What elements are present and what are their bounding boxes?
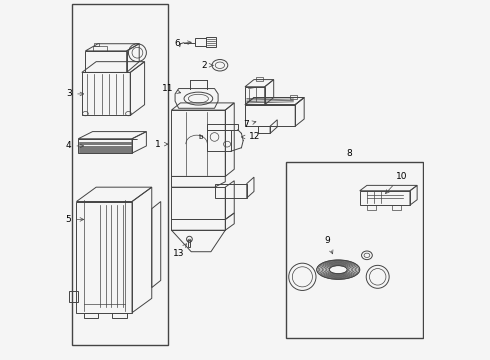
Text: 2: 2	[202, 61, 213, 70]
Text: 13: 13	[173, 244, 187, 258]
Text: 5: 5	[66, 215, 84, 224]
Text: b: b	[198, 134, 202, 140]
Text: 8: 8	[346, 149, 352, 158]
Text: 12: 12	[242, 132, 260, 141]
Bar	[94, 42, 99, 45]
Text: 6: 6	[174, 39, 191, 48]
Text: 7: 7	[243, 120, 256, 129]
Text: 3: 3	[67, 89, 84, 98]
Bar	[286, 162, 422, 338]
Text: 11: 11	[162, 84, 181, 94]
Bar	[256, 77, 263, 81]
Bar	[367, 205, 376, 211]
Text: 9: 9	[324, 237, 333, 254]
Text: 1: 1	[155, 140, 168, 149]
Bar	[72, 4, 168, 345]
Text: 4: 4	[66, 141, 84, 150]
Bar	[290, 95, 297, 99]
Bar	[392, 205, 401, 211]
Bar	[188, 240, 191, 247]
Bar	[93, 45, 107, 51]
Text: 10: 10	[386, 172, 407, 194]
